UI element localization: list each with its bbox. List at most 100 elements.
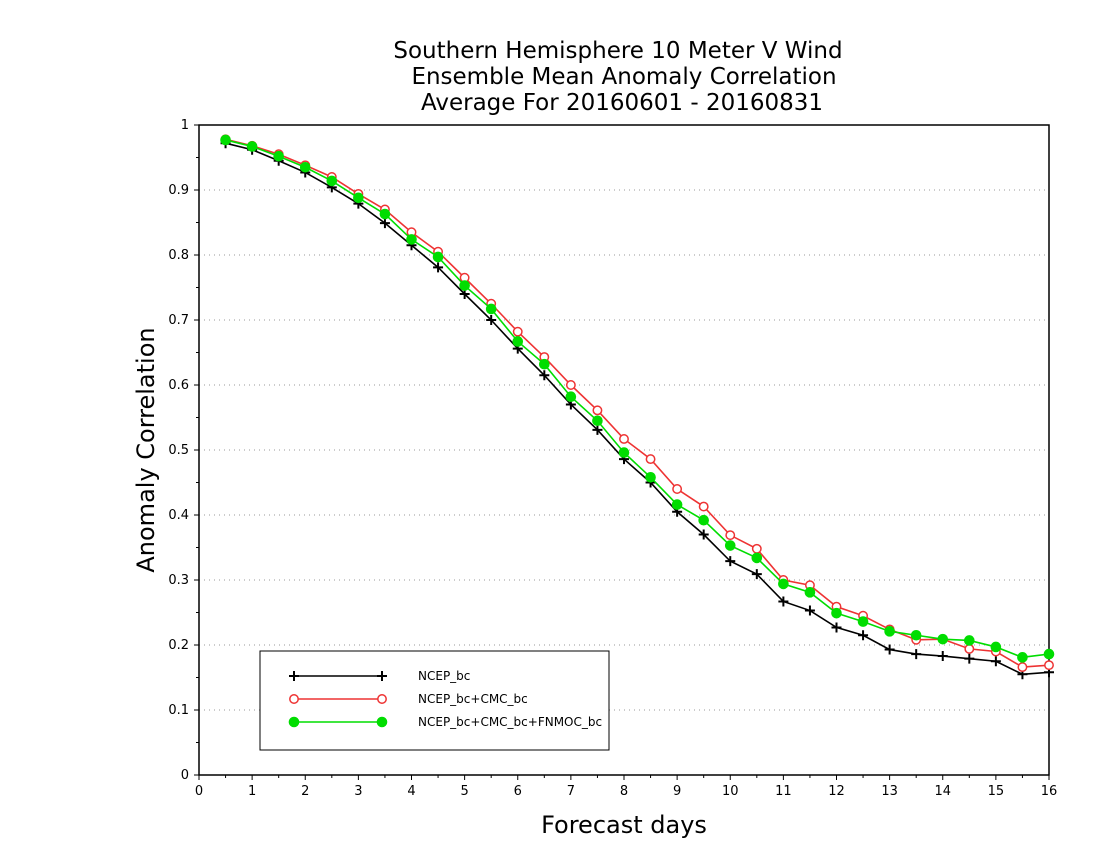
y-tick-label: 0.1 xyxy=(168,703,189,718)
series-line xyxy=(225,142,1050,676)
data-point xyxy=(964,643,975,654)
series-group xyxy=(220,134,1055,680)
legend: NCEP_bc NCEP_bc+CMC_bc NCEP_bc+CMC_bc+FNMO… xyxy=(259,650,610,751)
data-point xyxy=(1017,652,1028,663)
data-point xyxy=(1044,660,1054,671)
legend-item-2: NCEP_bc+CMC_bc xyxy=(289,692,528,706)
data-point xyxy=(618,447,630,458)
data-point xyxy=(831,607,842,619)
legend-marker xyxy=(289,694,299,704)
data-point xyxy=(884,644,895,655)
data-point xyxy=(326,175,338,187)
data-point xyxy=(911,649,922,660)
legend-marker xyxy=(288,716,300,728)
data-point xyxy=(379,208,391,220)
series-line xyxy=(225,138,1050,668)
y-tick-label: 0.9 xyxy=(168,183,189,198)
data-point xyxy=(804,605,815,616)
data-point xyxy=(725,556,736,567)
y-axis-title: Anomaly Correlation xyxy=(132,327,160,572)
title-line-1: Southern Hemisphere 10 Meter V Wind xyxy=(393,38,842,64)
y-tick-label: 1 xyxy=(181,118,189,133)
data-point xyxy=(778,596,789,607)
x-tick-label: 11 xyxy=(775,784,792,799)
data-point xyxy=(751,569,762,580)
legend-marker xyxy=(377,694,387,704)
data-point xyxy=(592,415,603,427)
data-point xyxy=(273,150,284,162)
x-tick-label: 4 xyxy=(407,784,415,799)
data-point xyxy=(539,358,550,370)
legend-item-1: NCEP_bc xyxy=(289,669,470,683)
y-tick-label: 0.5 xyxy=(168,443,189,458)
data-point xyxy=(459,280,470,291)
y-tick-label: 0.6 xyxy=(168,378,189,393)
data-point xyxy=(990,641,1002,653)
x-tick-label: 6 xyxy=(514,784,522,799)
title-line-2: Ensemble Mean Anomaly Correlation xyxy=(411,64,836,90)
data-point xyxy=(937,651,948,662)
y-tick-label: 0.8 xyxy=(168,248,189,263)
data-point xyxy=(698,529,709,540)
legend-box xyxy=(259,650,610,751)
data-point xyxy=(512,326,523,337)
legend-label: NCEP_bc+CMC_bc+FNMOC_bc xyxy=(418,715,602,729)
data-point xyxy=(857,616,869,627)
data-point xyxy=(778,578,789,590)
series-2 xyxy=(220,134,1054,673)
data-point xyxy=(619,434,629,444)
data-point xyxy=(698,501,709,512)
x-tick-label: 16 xyxy=(1041,784,1058,799)
x-tick-label: 1 xyxy=(248,784,256,799)
y-tick-label: 0.7 xyxy=(168,313,189,328)
title-line-3: Average For 20160601 - 20160831 xyxy=(421,90,823,116)
x-tick-label: 14 xyxy=(934,784,951,799)
legend-marker xyxy=(376,716,388,728)
legend-marker xyxy=(377,671,387,681)
data-point xyxy=(485,303,497,315)
data-point xyxy=(1043,648,1055,660)
data-point xyxy=(565,380,576,390)
data-point xyxy=(565,391,577,403)
x-tick-label: 8 xyxy=(620,784,628,799)
data-point xyxy=(592,424,603,435)
y-tick-label: 0.3 xyxy=(168,573,189,588)
data-point xyxy=(486,315,497,325)
data-point xyxy=(353,192,364,204)
x-tick-label: 3 xyxy=(354,784,362,799)
data-point xyxy=(645,454,656,465)
x-axis-title: Forecast days xyxy=(541,811,707,839)
chart-title: Southern Hemisphere 10 Meter V Wind Ense… xyxy=(393,38,842,116)
legend-label: NCEP_bc xyxy=(418,669,470,683)
y-tick-label: 0 xyxy=(181,768,189,783)
data-point xyxy=(406,234,417,245)
data-point xyxy=(724,540,736,551)
x-tick-label: 13 xyxy=(881,784,898,799)
data-point xyxy=(220,134,231,146)
data-point xyxy=(592,405,603,416)
x-tick-label: 2 xyxy=(301,784,309,799)
x-tick-label: 10 xyxy=(722,784,739,799)
series-3 xyxy=(220,134,1055,663)
legend-item-3: NCEP_bc+CMC_bc+FNMOC_bc xyxy=(288,715,602,729)
x-axis: 0 1 2 3 4 5 6 7 8 9 10 11 12 13 14 15 16 xyxy=(195,775,1057,799)
data-point xyxy=(858,630,869,641)
x-tick-label: 12 xyxy=(828,784,845,799)
legend-label: NCEP_bc+CMC_bc xyxy=(418,692,528,706)
y-tick-label: 0.4 xyxy=(168,508,189,523)
data-point xyxy=(698,514,709,526)
data-point xyxy=(299,161,311,173)
data-point xyxy=(512,336,524,347)
x-tick-label: 15 xyxy=(988,784,1005,799)
data-point xyxy=(990,656,1001,667)
data-point xyxy=(751,543,762,554)
data-point xyxy=(725,530,736,541)
data-point xyxy=(671,499,683,510)
x-tick-label: 0 xyxy=(195,784,203,799)
data-point xyxy=(246,141,258,152)
x-tick-label: 9 xyxy=(673,784,681,799)
data-point xyxy=(751,552,763,564)
data-point xyxy=(1017,662,1028,673)
data-point xyxy=(964,635,975,646)
